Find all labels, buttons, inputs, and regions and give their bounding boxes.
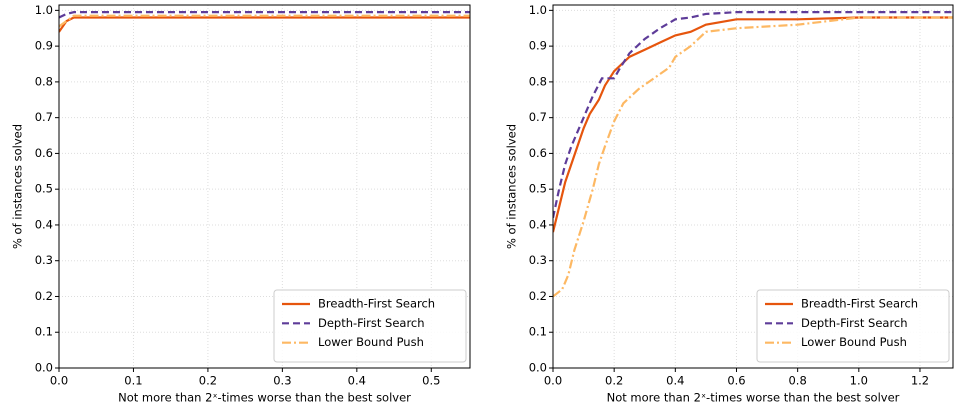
legend-box: [756, 289, 950, 363]
x-tick-label: 0.3: [273, 374, 291, 388]
y-tick-label: 0.5: [35, 182, 53, 196]
y-tick-label: 0.4: [35, 217, 53, 231]
series-line: [59, 11, 470, 19]
x-tick-label: 0.0: [50, 374, 68, 388]
legend-label: Breadth-First Search: [801, 297, 918, 311]
legend-label: Depth-First Search: [318, 316, 425, 330]
axes-frame: [552, 4, 954, 369]
y-axis-label: % of instances solved: [505, 124, 519, 249]
y-tick-label: 0.6: [529, 146, 547, 160]
y-tick-label: 0.7: [529, 110, 547, 124]
legend-label: Lower Bound Push: [318, 335, 424, 349]
series-line: [59, 16, 470, 33]
y-tick-label: 0.1: [35, 325, 53, 339]
x-tick-label: 0.5: [422, 374, 440, 388]
x-tick-label: 1.0: [850, 374, 868, 388]
y-tick-label: 1.0: [35, 3, 53, 17]
legend-label: Depth-First Search: [801, 316, 908, 330]
series-line: [553, 16, 953, 298]
y-tick-label: 0.6: [35, 146, 53, 160]
series-line: [59, 14, 470, 28]
x-tick-label: 0.1: [124, 374, 142, 388]
y-tick-label: 0.9: [35, 39, 53, 53]
y-tick-label: 0.0: [35, 361, 53, 375]
y-tick-label: 0.9: [529, 39, 547, 53]
series-line: [553, 16, 953, 233]
y-tick-label: 0.2: [35, 289, 53, 303]
x-tick-label: 0.0: [544, 374, 562, 388]
legend-label: Breadth-First Search: [318, 297, 435, 311]
y-tick-label: 0.0: [529, 361, 547, 375]
y-tick-label: 0.2: [529, 289, 547, 303]
y-tick-label: 1.0: [529, 3, 547, 17]
x-tick-label: 0.4: [666, 374, 684, 388]
y-tick-label: 0.8: [35, 74, 53, 88]
x-tick-label: 0.4: [348, 374, 366, 388]
x-tick-label: 1.2: [911, 374, 929, 388]
x-axis-label: Not more than 2ˣ-times worse than the be…: [607, 391, 900, 405]
x-axis-label: Not more than 2ˣ-times worse than the be…: [118, 391, 411, 405]
series-line: [553, 11, 953, 219]
y-tick-label: 0.3: [35, 253, 53, 267]
y-axis-label: % of instances solved: [11, 124, 25, 249]
axes-frame: [58, 4, 471, 369]
x-tick-label: 0.2: [605, 374, 623, 388]
x-tick-label: 0.6: [727, 374, 745, 388]
y-tick-label: 0.7: [35, 110, 53, 124]
y-tick-label: 0.1: [529, 325, 547, 339]
legend-label: Lower Bound Push: [801, 335, 907, 349]
y-tick-label: 0.4: [529, 217, 547, 231]
y-tick-label: 0.3: [529, 253, 547, 267]
y-tick-label: 0.8: [529, 74, 547, 88]
x-tick-label: 0.2: [199, 374, 217, 388]
legend-box: [273, 289, 467, 363]
x-tick-label: 0.8: [788, 374, 806, 388]
y-tick-label: 0.5: [529, 182, 547, 196]
